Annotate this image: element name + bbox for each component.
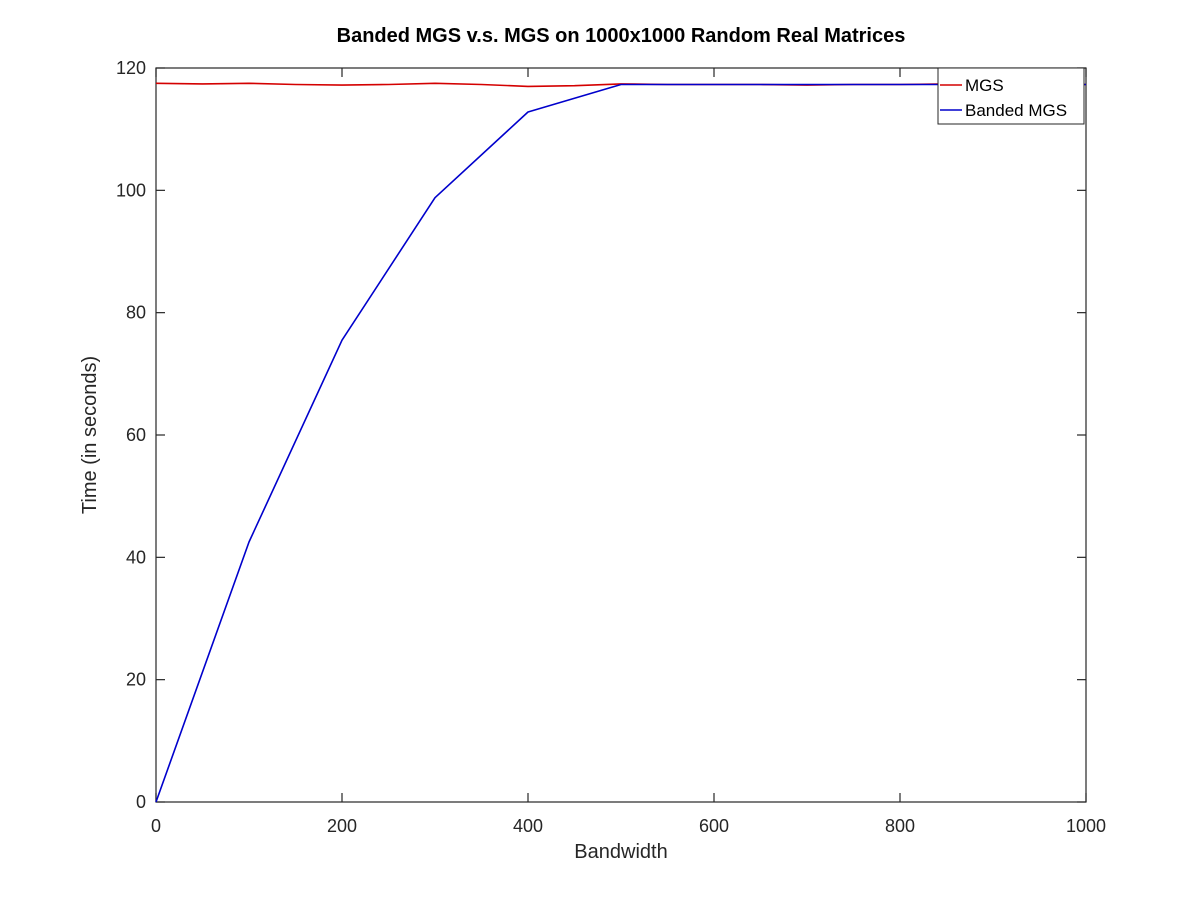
x-tick-label: 0 xyxy=(151,816,161,836)
legend-label: MGS xyxy=(965,76,1004,95)
x-tick-label: 1000 xyxy=(1066,816,1106,836)
legend-box xyxy=(937,67,1085,125)
x-tick-label: 400 xyxy=(513,816,543,836)
legend: MGS Banded MGS xyxy=(937,67,1085,125)
y-tick-label: 0 xyxy=(136,792,146,812)
y-tick-label: 100 xyxy=(116,180,146,200)
x-axis-label: Bandwidth xyxy=(574,841,667,863)
x-tick-label: 800 xyxy=(885,816,915,836)
y-tick-label: 40 xyxy=(126,547,146,567)
y-tick-label: 120 xyxy=(116,58,146,78)
y-tick-label: 20 xyxy=(126,670,146,690)
x-tick-label: 600 xyxy=(699,816,729,836)
series-line-banded-mgs xyxy=(155,83,1086,803)
x-tick-label: 200 xyxy=(327,816,357,836)
legend-label: Banded MGS xyxy=(965,101,1067,120)
y-tick-label: 60 xyxy=(126,425,146,445)
plot-area: 0 200 400 600 800 1000 0 20 40 60 80 100 120 xyxy=(116,58,1106,836)
y-tick-label: 80 xyxy=(126,303,146,323)
y-axis-label: Time (in seconds) xyxy=(79,356,101,514)
chart-title: Banded MGS v.s. MGS on 1000x1000 Random … xyxy=(337,25,906,47)
